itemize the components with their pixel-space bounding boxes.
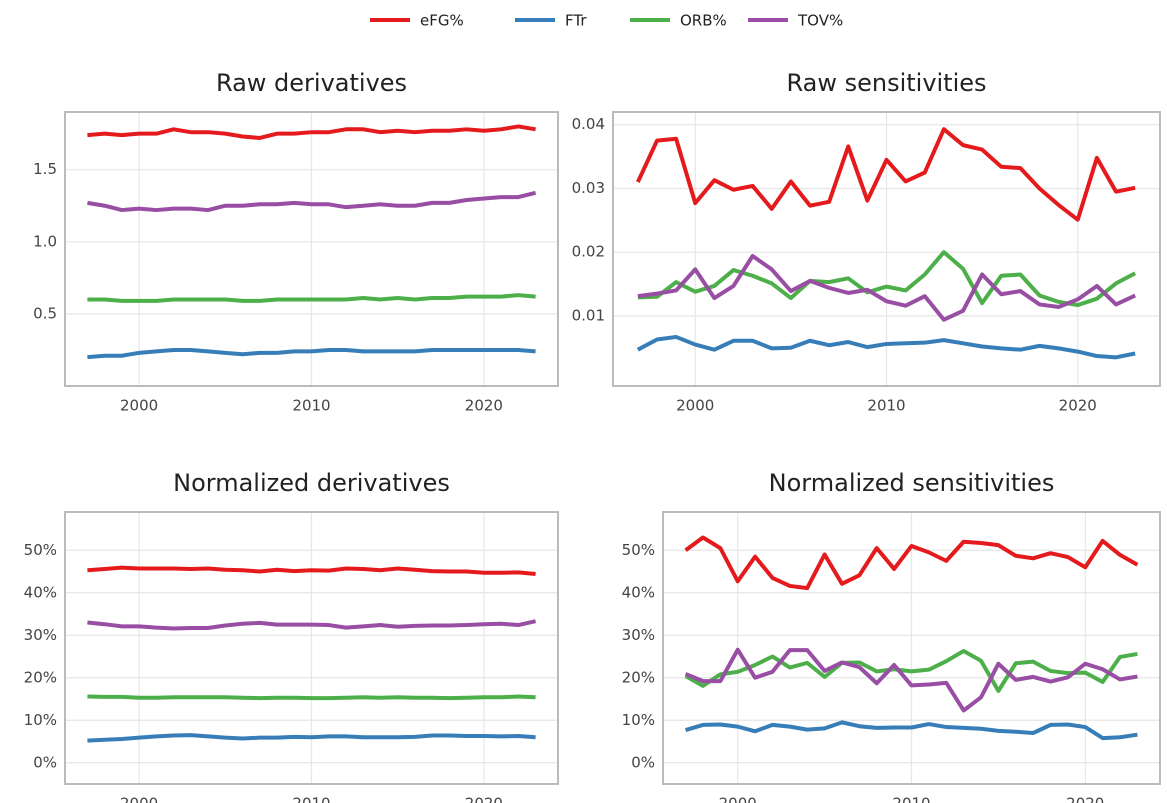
y-tick-label: 1.0 [33, 232, 57, 250]
plot-frame [662, 511, 1161, 785]
series-line [87, 619, 537, 631]
series-line [636, 334, 1136, 360]
y-tick-label: 20% [24, 668, 57, 686]
y-tick-label: 0% [33, 753, 57, 771]
legend-label: FTr [565, 12, 587, 30]
series-line [87, 565, 536, 577]
x-tick-label: 2000 [719, 795, 757, 803]
y-tick-label: 0.03 [572, 179, 605, 197]
y-tick-label: 30% [24, 626, 57, 644]
chart-title: Normalized sensitivities [769, 469, 1055, 497]
series-line [637, 250, 1137, 308]
x-tick-label: 2020 [465, 795, 503, 803]
y-tick-label: 0% [631, 753, 655, 771]
series-line [684, 647, 1138, 713]
x-tick-label: 2020 [1066, 795, 1104, 803]
x-tick-label: 2000 [120, 397, 158, 415]
series-line [637, 254, 1136, 322]
series-line [87, 190, 537, 213]
chart-title: Raw derivatives [216, 69, 407, 97]
x-tick-label: 2010 [892, 795, 930, 803]
legend-label: TOV% [797, 12, 843, 30]
series-line [684, 535, 1139, 591]
series-line [636, 127, 1136, 222]
y-tick-label: 20% [622, 668, 655, 686]
y-tick-label: 0.01 [572, 306, 605, 324]
series-line [87, 733, 536, 743]
y-tick-label: 1.5 [33, 160, 57, 178]
y-tick-label: 10% [24, 711, 57, 729]
x-tick-label: 2010 [292, 795, 330, 803]
series-line [684, 648, 1138, 693]
y-tick-label: 40% [622, 583, 655, 601]
y-tick-label: 10% [622, 711, 655, 729]
x-tick-label: 2020 [1059, 397, 1097, 415]
y-tick-label: 50% [24, 541, 57, 559]
x-tick-label: 2020 [465, 397, 503, 415]
series-line [87, 124, 536, 140]
series-line [87, 347, 536, 360]
plot-frame [64, 511, 559, 785]
y-tick-label: 0.02 [572, 243, 605, 261]
legend-label: eFG% [420, 12, 464, 30]
series-line [685, 720, 1138, 741]
y-tick-label: 40% [24, 583, 57, 601]
legend-label: ORB% [680, 12, 727, 30]
y-tick-label: 0.04 [572, 115, 605, 133]
series-line [87, 694, 536, 701]
x-tick-label: 2000 [120, 795, 158, 803]
plot-frame [612, 111, 1161, 387]
chart-title: Raw sensitivities [786, 69, 986, 97]
y-tick-label: 0.5 [33, 304, 57, 322]
x-tick-label: 2010 [292, 397, 330, 415]
y-tick-label: 50% [622, 541, 655, 559]
x-tick-label: 2000 [676, 397, 714, 415]
series-line [87, 293, 536, 303]
x-tick-label: 2010 [867, 397, 905, 415]
chart-title: Normalized derivatives [173, 469, 450, 497]
plot-frame [64, 111, 559, 387]
y-tick-label: 30% [622, 626, 655, 644]
